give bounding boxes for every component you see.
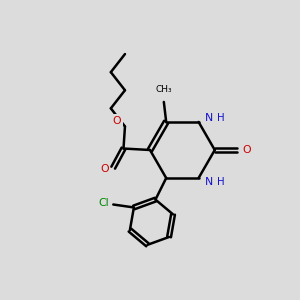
Text: N: N (205, 113, 213, 123)
Text: H: H (217, 113, 225, 123)
Text: O: O (243, 145, 251, 155)
Text: Cl: Cl (98, 198, 109, 208)
Text: N: N (205, 177, 213, 187)
Text: O: O (100, 164, 109, 174)
Text: H: H (217, 177, 225, 187)
Text: CH₃: CH₃ (155, 85, 172, 94)
Text: O: O (112, 116, 121, 126)
